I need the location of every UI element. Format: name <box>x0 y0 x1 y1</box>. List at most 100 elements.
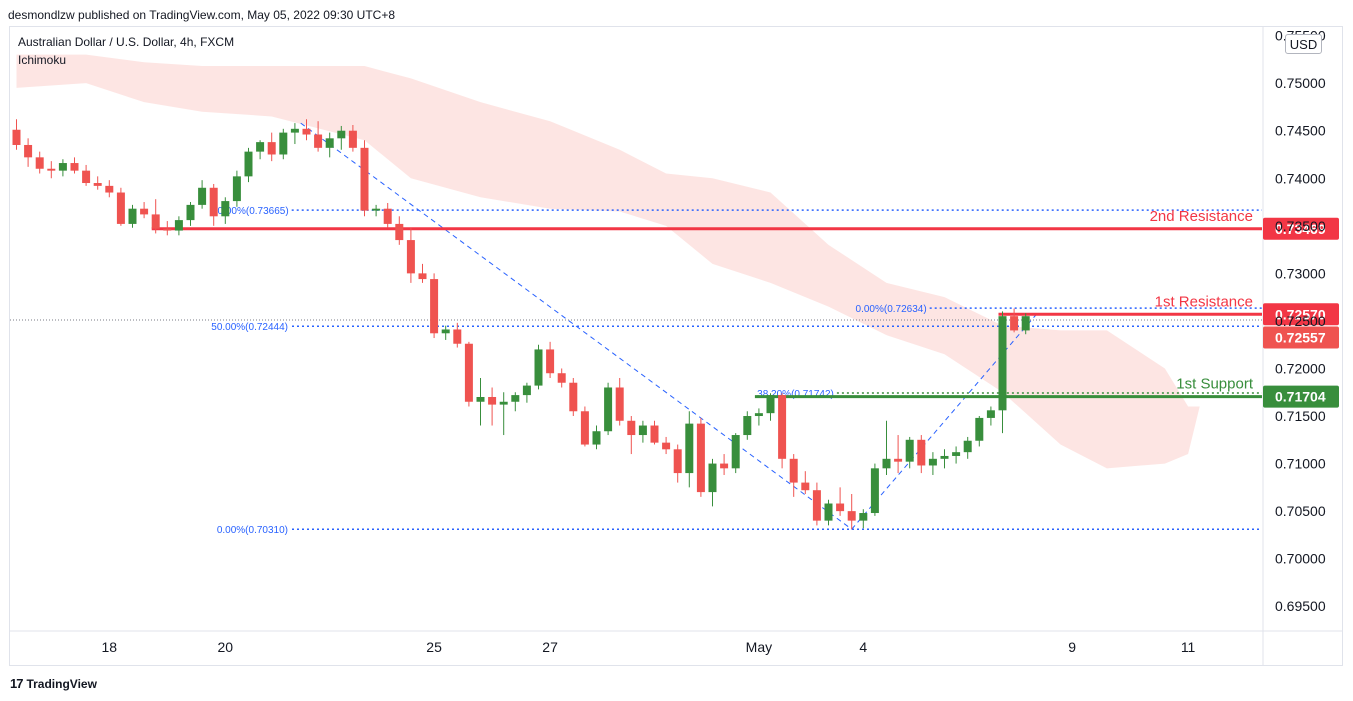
candle-body <box>673 449 682 474</box>
candle-body <box>82 170 91 184</box>
candle-body <box>812 490 821 521</box>
candle-body <box>12 129 21 145</box>
candle-body <box>163 228 172 231</box>
tradingview-logo[interactable]: 17 TradingView <box>10 676 97 691</box>
tradingview-logo-icon: 17 <box>10 676 24 691</box>
candle-body <box>859 513 868 521</box>
time-tick-label: 18 <box>102 639 118 655</box>
candle-body <box>360 147 369 211</box>
time-axis: 18 20 25 27 May 4 9 11 <box>102 639 1196 655</box>
price-tick-label: 0.72500 <box>1275 313 1326 329</box>
candle-body <box>952 452 961 456</box>
candle-body <box>801 482 810 491</box>
candle-body <box>743 416 752 436</box>
price-tick-label: 0.73000 <box>1275 265 1326 281</box>
time-tick-label: 4 <box>859 639 867 655</box>
candle-body <box>325 138 334 148</box>
candle-body <box>198 187 207 205</box>
published-by-line: desmondlzw published on TradingView.com,… <box>8 8 396 22</box>
fib-level-label: 50.00%(0.72444) <box>211 322 288 333</box>
level-price-tag <box>1263 217 1339 240</box>
candle-body <box>986 410 995 418</box>
candle-body <box>314 134 323 148</box>
candle-body <box>383 208 392 224</box>
candle-body <box>754 413 763 417</box>
candle-body <box>662 442 671 450</box>
price-tick-label: 0.70000 <box>1275 551 1326 567</box>
trend-line <box>300 122 852 530</box>
ichimoku-cloud-area <box>16 54 1200 469</box>
support-resistance-levels: 2nd Resistance 0.73469 1st Resistance 0.725… <box>10 208 1339 408</box>
candle-body <box>337 130 346 139</box>
candle-body <box>824 503 833 521</box>
price-tick-label: 0.73500 <box>1275 218 1326 234</box>
candle-body <box>789 458 798 483</box>
candle-body <box>372 208 381 211</box>
candle-body <box>511 395 520 402</box>
indicator-label[interactable]: Ichimoku <box>18 53 67 67</box>
candle-body <box>708 463 717 493</box>
time-tick-label: May <box>746 639 772 655</box>
symbol-title: Australian Dollar / U.S. Dollar, 4h, FXC… <box>18 35 235 49</box>
candle-body <box>882 458 891 469</box>
candle-body <box>894 458 903 462</box>
price-tick-label: 0.72000 <box>1275 360 1326 376</box>
ichimoku-cloud <box>16 54 1200 469</box>
candle-body <box>1010 316 1019 331</box>
candle-body <box>499 401 508 405</box>
candle-body <box>836 503 845 512</box>
candle-body <box>975 417 984 441</box>
tradingview-logo-text: TradingView <box>26 676 97 691</box>
candle-body <box>116 192 125 224</box>
level-price-tag-label: 0.71704 <box>1275 389 1326 405</box>
time-tick-label: 11 <box>1181 639 1196 655</box>
level-name-label: 1st Support <box>1176 376 1254 393</box>
level-price-tag <box>1263 303 1339 326</box>
candle-body <box>209 187 218 217</box>
candle-body <box>592 431 601 445</box>
candle-body <box>685 423 694 474</box>
candle-body <box>221 201 230 217</box>
candle-body <box>186 204 195 221</box>
price-tick-label: 0.74500 <box>1275 123 1326 139</box>
current-price-tag-label: 0.72557 <box>1275 329 1326 345</box>
candle-body <box>105 185 114 193</box>
candle-body <box>453 329 462 344</box>
candlesticks <box>12 119 1030 530</box>
price-tick-label: 0.71000 <box>1275 456 1326 472</box>
candle-body <box>638 425 647 436</box>
candle-body <box>395 223 404 241</box>
candle-body <box>940 455 949 459</box>
price-tick-label: 0.74000 <box>1275 170 1326 186</box>
candle-body <box>627 420 636 436</box>
time-tick-label: 27 <box>542 639 558 655</box>
candle-body <box>244 151 253 177</box>
candle-body <box>650 425 659 443</box>
level-price-tag <box>1263 385 1339 408</box>
candle-body <box>151 214 160 229</box>
candle-body <box>290 128 299 133</box>
candle-body <box>778 395 787 459</box>
time-tick-label: 20 <box>218 639 234 655</box>
price-axis: 0.75000 0.74500 0.74000 0.73500 0.73000 0.725… <box>1275 28 1326 615</box>
price-tick-label: 0.70500 <box>1275 503 1326 519</box>
candle-body <box>870 468 879 514</box>
candle-body <box>917 439 926 466</box>
currency-button[interactable]: USD <box>1285 34 1322 54</box>
candle-body <box>696 423 705 493</box>
candle-body <box>58 163 67 171</box>
candle-body <box>720 463 729 469</box>
candle-body <box>406 240 415 274</box>
candle-body <box>604 387 613 432</box>
candle-body <box>998 316 1007 411</box>
candle-body <box>569 382 578 412</box>
candle-body <box>557 373 566 383</box>
time-tick-label: 9 <box>1068 639 1076 655</box>
candle-body <box>302 128 311 135</box>
candle-body <box>580 411 589 445</box>
candle-body <box>476 396 485 402</box>
candle-body <box>279 132 288 155</box>
candle-body <box>928 458 937 466</box>
candle-body <box>418 273 427 280</box>
